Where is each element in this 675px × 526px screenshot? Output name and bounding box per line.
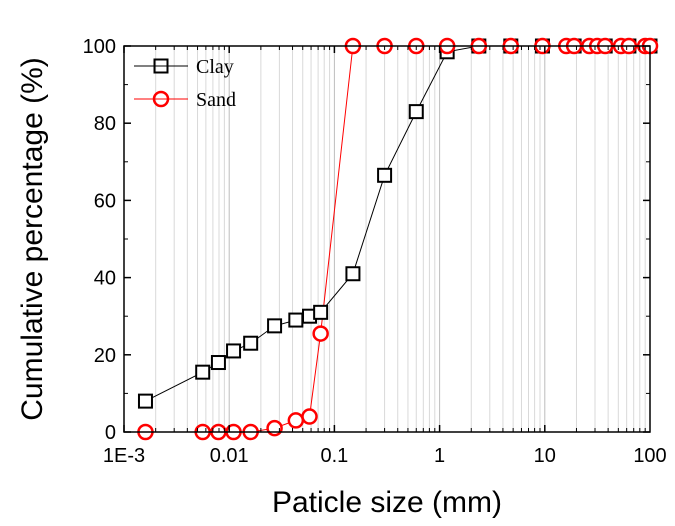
y-axis-title: Cumulative percentage (%) [16,57,49,421]
clay-point [313,304,329,320]
clay-point [345,266,361,282]
clay-point [243,335,259,351]
clay-point [267,318,283,334]
y-tick-label: 100 [83,36,116,58]
clay-point [210,355,226,371]
legend-clay-label: Clay [196,56,234,78]
clay-point [288,312,304,328]
x-tick-label: 0.01 [210,445,249,467]
legend-sand-label: Sand [196,89,236,111]
clay-point [377,167,393,183]
axis-ticks [123,45,650,433]
legend-clay-marker [153,58,169,74]
grid-lines [155,46,646,432]
x-tick-label: 100 [633,445,666,467]
legend-sand-marker [152,90,170,108]
sand-point [287,412,305,429]
clay-point [195,364,211,380]
y-tick-label: 60 [94,190,116,212]
clay-point [408,104,424,120]
x-tick-label: 1E-3 [103,445,145,467]
y-tick-label: 80 [94,113,116,135]
x-tick-label: 10 [534,445,556,467]
legend: Clay Sand [134,56,236,111]
tick-labels: 1E-3 0.01 0.1 1 10 100 0 20 40 60 80 100 [83,36,667,467]
sand-point [312,325,329,342]
x-axis-title: Paticle size (mm) [272,486,502,519]
x-tick-label: 0.1 [320,445,348,467]
clay-point [226,343,242,359]
y-tick-label: 40 [94,268,116,290]
sand-point [301,408,318,425]
x-tick-label: 1 [434,445,445,467]
y-tick-label: 20 [94,345,116,367]
clay-point [137,393,153,409]
y-tick-label: 0 [105,422,116,444]
